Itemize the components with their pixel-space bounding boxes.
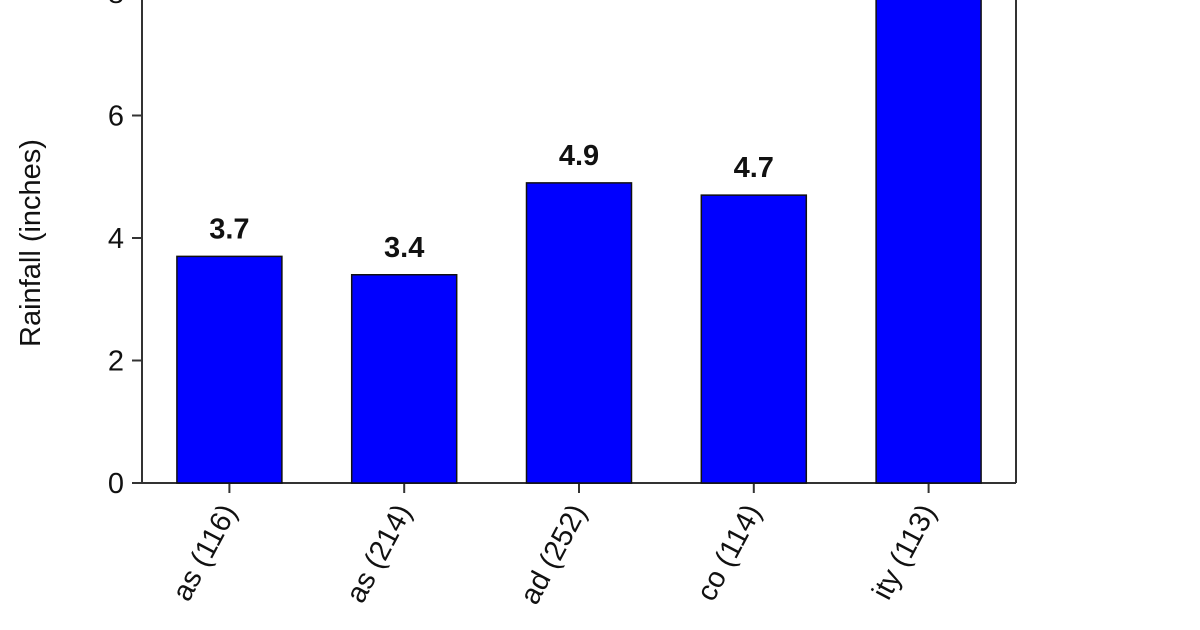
y-tick-label: 0: [108, 468, 124, 500]
category-label: ad (252): [514, 499, 593, 609]
y-tick-label: 6: [108, 101, 124, 133]
category-label: ity (113): [866, 499, 942, 605]
y-axis-label: Rainfall (inches): [15, 139, 47, 347]
bar: [700, 194, 808, 484]
bar: [350, 274, 458, 484]
bar: [875, 0, 982, 484]
category-label: co (114): [691, 499, 768, 606]
category-label: as (116): [166, 499, 243, 606]
data-label: 3.4: [384, 232, 424, 264]
data-label: 3.7: [209, 213, 249, 245]
y-tick-label: 4: [108, 223, 124, 255]
data-label: 4.9: [559, 140, 599, 172]
data-label: 4.7: [734, 152, 774, 184]
y-tick-label: 8: [108, 0, 124, 10]
category-label: as (214): [340, 499, 418, 608]
bar: [525, 182, 633, 484]
y-tick-label: 2: [108, 346, 124, 378]
bar: [176, 255, 283, 484]
bars: 3.7 3.4 4.9 4.7: [176, 0, 982, 484]
